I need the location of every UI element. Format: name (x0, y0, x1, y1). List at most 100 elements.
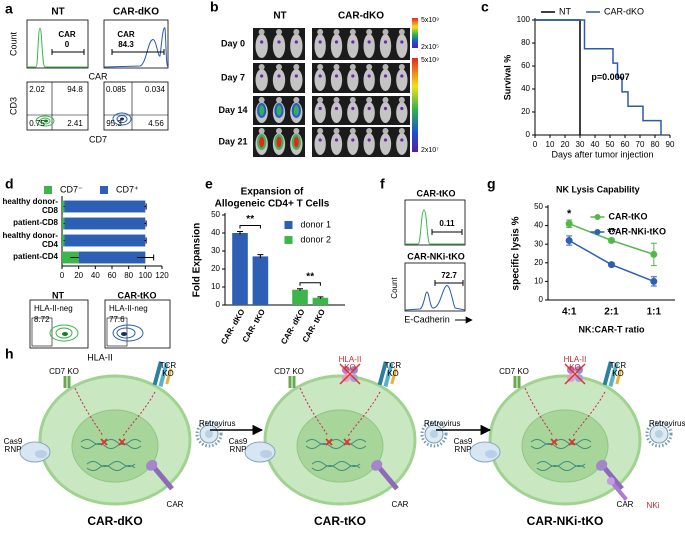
y-tick-label: 20 (211, 264, 220, 273)
signal (383, 106, 388, 111)
quadrant-value: 4.56 (148, 119, 164, 128)
mouse-head (349, 97, 356, 103)
mouse-head (398, 29, 405, 35)
cas9-label: Cas9 RNP (3, 436, 23, 454)
bar (62, 200, 65, 213)
x-tick-label: 10 (546, 140, 555, 149)
cd7-ko-label: CD7 KO (499, 366, 529, 376)
signal (294, 74, 298, 78)
error-bar (144, 220, 147, 227)
gate-name: HLA-II-neg (34, 304, 73, 313)
legend-label: NT (559, 6, 571, 16)
axis-label: CAR (88, 71, 108, 81)
mouse (396, 102, 408, 123)
sample-header: CAR-NKi-tKO (407, 251, 465, 261)
x-axis-label: NK:CAR-T ratio (579, 324, 645, 334)
quadrant-value: 0.75 (29, 119, 45, 128)
retrovirus-label: Retrovirus (199, 419, 235, 428)
gate-value: 84.3 (118, 40, 134, 49)
mouse-head (398, 97, 405, 103)
quadrant-value: 95.3 (106, 119, 122, 128)
significance: * (567, 208, 572, 220)
bar (292, 289, 308, 305)
tcr-ko-label: TCR KO (160, 361, 176, 378)
signal (293, 105, 299, 116)
mouse-head (333, 97, 340, 103)
category-label: healthy donor-CD8 (2, 197, 58, 215)
cd7-ko-label: CD7 KO (49, 367, 79, 375)
car-label: CAR (617, 500, 634, 509)
bar (312, 297, 329, 305)
retrovirus-label: Retrovirus (649, 419, 685, 428)
signal (383, 40, 388, 44)
y-tick-label: 50 (211, 210, 220, 219)
sample-header: CAR-tKO (118, 290, 157, 300)
quadrant-value: 0.085 (106, 85, 127, 94)
mouse-head (366, 97, 373, 103)
y-tick-label: 20 (521, 107, 530, 116)
cell-title: CAR-NKi-tKO (527, 514, 604, 528)
bar (64, 217, 146, 230)
significance-bracket (239, 225, 261, 229)
category-label: healthy donor-CD4 (2, 231, 58, 248)
chart-title: Allogeneic CD4+ T Cells (215, 199, 330, 210)
sample-header: NT (52, 290, 64, 300)
y-axis-label: Survival % (502, 55, 512, 101)
cd7-ko-label: CD7 KO (499, 366, 529, 376)
y-tick-label: 40 (211, 228, 220, 237)
y-axis-label: specific lysis % (511, 216, 522, 290)
mouse-head (258, 97, 265, 103)
mouse (314, 34, 326, 58)
legend-swatch (284, 236, 293, 244)
mouse-head (382, 64, 389, 70)
category-label: patient-CD4 (13, 252, 58, 262)
image-strip (312, 63, 410, 93)
y-tick-label: 60 (521, 61, 530, 70)
category-label: healthy donor-CD8 (2, 197, 58, 215)
mouse (255, 69, 268, 91)
x-tick-label: 0 (60, 271, 65, 280)
gate-name: HLA-II-neg (109, 304, 148, 313)
mouse (347, 102, 359, 123)
scale-label: 5x10⁹ (421, 57, 439, 64)
y-tick-label: 50 (534, 202, 543, 211)
signal (400, 106, 404, 111)
legend-swatch (100, 186, 108, 194)
x-tick-label: 90 (666, 140, 675, 149)
signal (334, 74, 339, 78)
mouse (255, 34, 268, 58)
mouse (363, 133, 375, 155)
error-bar (317, 296, 324, 299)
x-tick-label: 70 (636, 140, 645, 149)
x-tick-label: 60 (621, 140, 630, 149)
quadrant-value: 2.41 (67, 119, 83, 128)
flow-plots-d (29, 299, 171, 349)
tcr-ko-label: TCR KO (384, 360, 402, 378)
hla-ko-label: HLA-II KO (338, 354, 362, 372)
hla-ko-label: HLA-II KO (564, 355, 587, 372)
gate-name: CAR (117, 30, 135, 39)
legend-swatch (44, 186, 52, 194)
mouse (396, 34, 408, 58)
mouse-head (349, 29, 356, 35)
series-line (535, 19, 662, 135)
mouse (330, 34, 343, 58)
signal (367, 106, 371, 111)
nki-label: NKi (647, 501, 660, 510)
bar (62, 234, 65, 247)
x-tick-label: 20 (74, 271, 83, 280)
panel-label: h (5, 346, 14, 362)
cas9-label: Cas9 RNP (453, 436, 473, 454)
error-bar (257, 254, 264, 259)
cas9-label: Cas9 RNP (229, 437, 248, 454)
signal (276, 136, 282, 148)
mouse (379, 133, 392, 155)
mouse-head (366, 128, 373, 134)
scale-label: 2x10⁷ (421, 147, 439, 154)
mouse (290, 34, 303, 58)
mouse-head (366, 29, 373, 35)
signal (277, 74, 281, 78)
mouse-head (317, 97, 324, 103)
significance: ** (246, 214, 254, 225)
